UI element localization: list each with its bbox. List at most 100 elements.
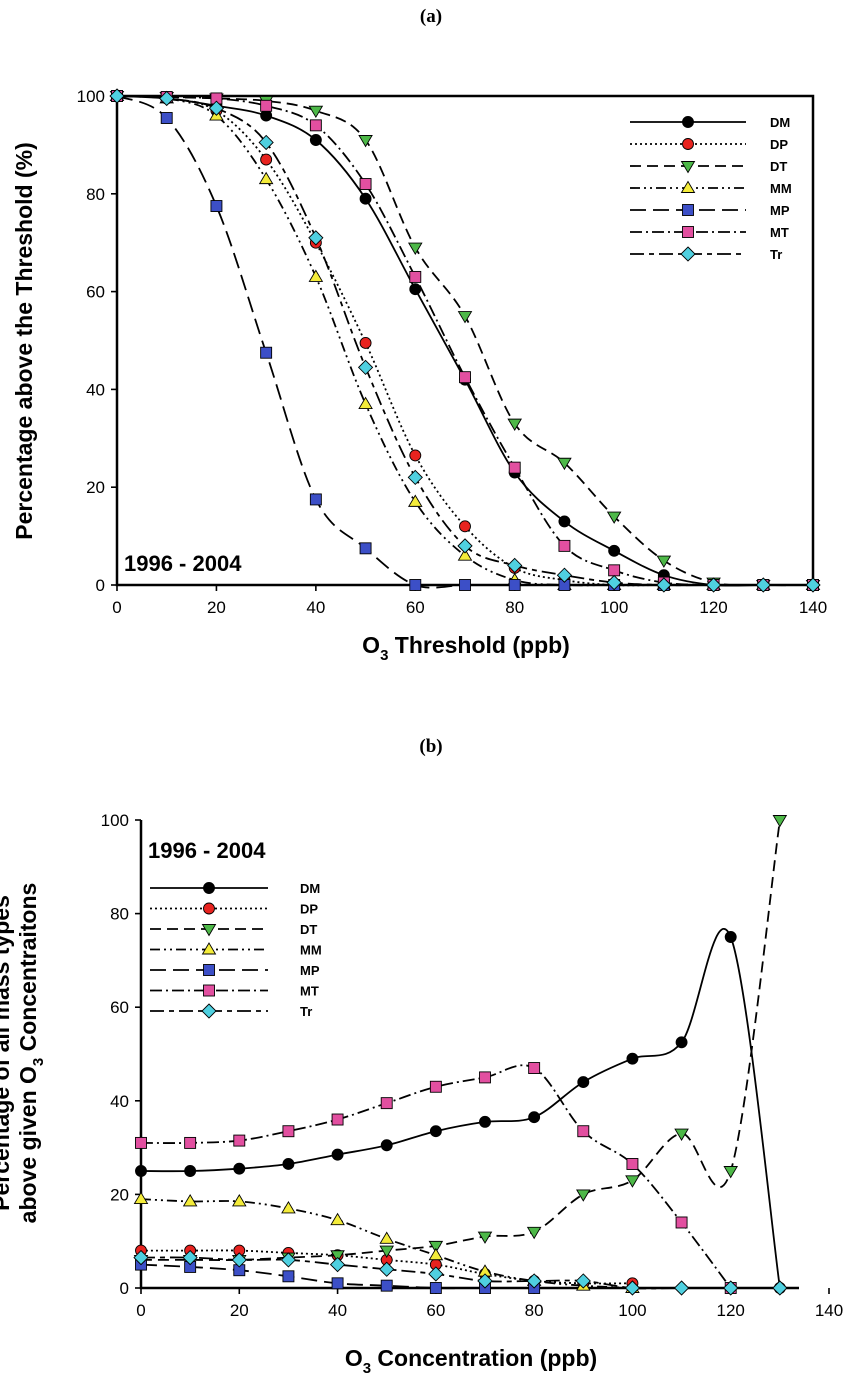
panel-b-series-dm-point: [626, 1052, 639, 1065]
panel-b-series-mm-point: [281, 1201, 296, 1214]
panel-b-series-mm-point: [133, 1191, 149, 1205]
panel-b-series-dt-point: [526, 1226, 542, 1240]
panel-a-series-dt-point: [507, 418, 523, 432]
panel-b-y-tick-label: 20: [110, 1185, 129, 1204]
panel-a-series-mp-point: [508, 579, 521, 591]
panel-b-legend-marker-mt: [203, 984, 215, 997]
panel-a-series-tr-point: [159, 90, 175, 107]
panel-b-series-dt-point: [772, 815, 788, 828]
panel-b-series-mt: [135, 1062, 737, 1294]
panel-b-series-dm-point: [135, 1165, 147, 1177]
panel-b-series-mt-point: [626, 1158, 639, 1170]
panel-a-series-dt-point: [656, 555, 672, 568]
panel-b-series-dt-point: [379, 1245, 395, 1258]
panel-b-x-tick-label: 80: [525, 1301, 544, 1320]
panel-a-series-mp-point: [459, 579, 471, 591]
panel-b-series-dt: [133, 815, 788, 1268]
panel-a-series-mt-line: [116, 95, 813, 587]
panel-b-series-dm-point: [380, 1139, 393, 1152]
panel-a-series-mt-point: [508, 461, 521, 474]
panel-b-series-mp-point: [331, 1277, 344, 1290]
panel-b-series-dm-point: [429, 1125, 442, 1138]
panel-b-series-mm-point: [330, 1212, 345, 1226]
panel-b-series-tr-point: [280, 1252, 297, 1268]
panel-b-series-mp-point: [380, 1279, 393, 1292]
panel-b-series-mm-line: [140, 1198, 633, 1289]
panel-a-series-dt-point: [308, 105, 324, 119]
panel-b-y-tick-label: 40: [110, 1092, 129, 1111]
panel-b-legend-label-dm: DM: [300, 881, 320, 896]
panel-b-series-dm-point: [675, 1036, 688, 1049]
panel-b-series-tr-line: [140, 1256, 780, 1290]
panel-b-legend-label-dt: DT: [300, 922, 317, 937]
panel-a-series-tr-point: [507, 557, 523, 574]
panel-b-legend-marker-tr: [201, 1003, 217, 1019]
panel-a-y-tick-label: 80: [86, 185, 105, 204]
panel-a-x-tick-label: 120: [699, 598, 727, 617]
panel-a-series-tr-line: [116, 95, 813, 587]
panel-a-series-dm-point: [309, 134, 322, 146]
panel-b-series-mm-point: [182, 1194, 198, 1207]
panel-a-series-tr-point: [705, 577, 722, 593]
panel-a-series-tr-point: [457, 538, 473, 554]
panel-a-y-tick-label: 40: [86, 380, 105, 399]
panel-b-y-tick-label: 100: [101, 811, 129, 830]
panel-a-series-mm-line: [116, 95, 813, 587]
panel-a-legend-label-dm: DM: [770, 115, 790, 130]
panel-b-series-mt-point: [233, 1134, 246, 1147]
panel-a-x-tick-label: 60: [406, 598, 425, 617]
panel-a-y-tick-label: 100: [77, 87, 105, 106]
panel-b-series-dm-point: [479, 1115, 491, 1128]
panel-b-series-tr-point: [133, 1249, 149, 1266]
panel-a-series-tr-point: [656, 577, 672, 593]
panel-a-series-dp-point: [459, 520, 471, 533]
panel-b-legend-marker-mm: [201, 942, 217, 955]
panel-b-series-dt-point: [625, 1175, 640, 1188]
panel-a-y-axis-title: Percentage above the Threshold (%): [11, 142, 37, 539]
panel-a-series-mp-point: [210, 200, 223, 212]
panel-a-series-dp-point: [260, 153, 273, 166]
panel-b-series-dt-point: [575, 1189, 591, 1202]
panel-a-series-tr-point: [407, 469, 423, 486]
panel-b-y-axis-title-line2: above given O3 Concentraitons: [15, 883, 47, 1224]
panel-a-legend-label-mt: MT: [770, 225, 789, 240]
panel-b-series-dt-point: [428, 1240, 444, 1254]
panel-a-legend-marker-mt: [682, 226, 694, 238]
panel-b-series-mt-point: [577, 1125, 590, 1138]
panel-a-series-mt-point: [558, 539, 571, 552]
panel-b-x-tick-label: 0: [136, 1301, 145, 1320]
panel-b-axes: [139, 820, 799, 1290]
panel-a-series-mt-point: [409, 270, 422, 283]
panel-b-y-axis-title-line1: Percentage of all mass types: [0, 895, 14, 1211]
panel-b-series-dm-point: [331, 1148, 344, 1161]
panel-b-y-tick-label: 60: [110, 998, 129, 1017]
panel-a-series-mp-point: [160, 112, 173, 124]
panel-a-series-mm-point: [258, 171, 274, 185]
panel-a-series-mm-point: [457, 548, 473, 561]
panel-a: (a) 0 20 40 60 80 100 120 140 0 20 40 60 80 100 1996 …: [11, 6, 827, 664]
panel-a-label: (a): [420, 6, 442, 27]
panel-a-series-dm: [111, 90, 819, 591]
panel-b-series-tr-point: [575, 1273, 591, 1289]
panel-a-series-mm: [109, 88, 821, 590]
panel-a-series-mp: [111, 90, 819, 591]
panel-b-label: (b): [419, 736, 442, 757]
panel-b-series-tr-point: [477, 1273, 493, 1289]
panel-a-series-mt: [111, 90, 819, 591]
panel-a-series-tr-point: [208, 100, 225, 116]
panel-b-series-dm-point: [528, 1111, 541, 1124]
panel-a-legend-label-tr: Tr: [770, 247, 782, 262]
panel-b-x-axis-title: O3 Concentration (ppb): [345, 1345, 597, 1377]
panel-a-series-dt-point: [457, 311, 473, 324]
panel-b-series-mm-point: [379, 1231, 395, 1244]
panel-a-series-dp: [111, 90, 819, 591]
panel-b-series-mt-point: [184, 1136, 197, 1149]
panel-a-series-tr-point: [357, 359, 374, 376]
panel-a-x-tick-label: 80: [505, 598, 524, 617]
panel-b-series-tr-point: [231, 1252, 247, 1268]
panel-a-legend-marker-mp: [682, 204, 694, 216]
panel-b-series-dt-point: [330, 1250, 345, 1263]
panel-b-legend: DM DP DT MM MP MT Tr: [150, 881, 322, 1019]
panel-a-series-dm-point: [409, 283, 422, 296]
panel-b-y-tick-label: 0: [120, 1279, 129, 1298]
